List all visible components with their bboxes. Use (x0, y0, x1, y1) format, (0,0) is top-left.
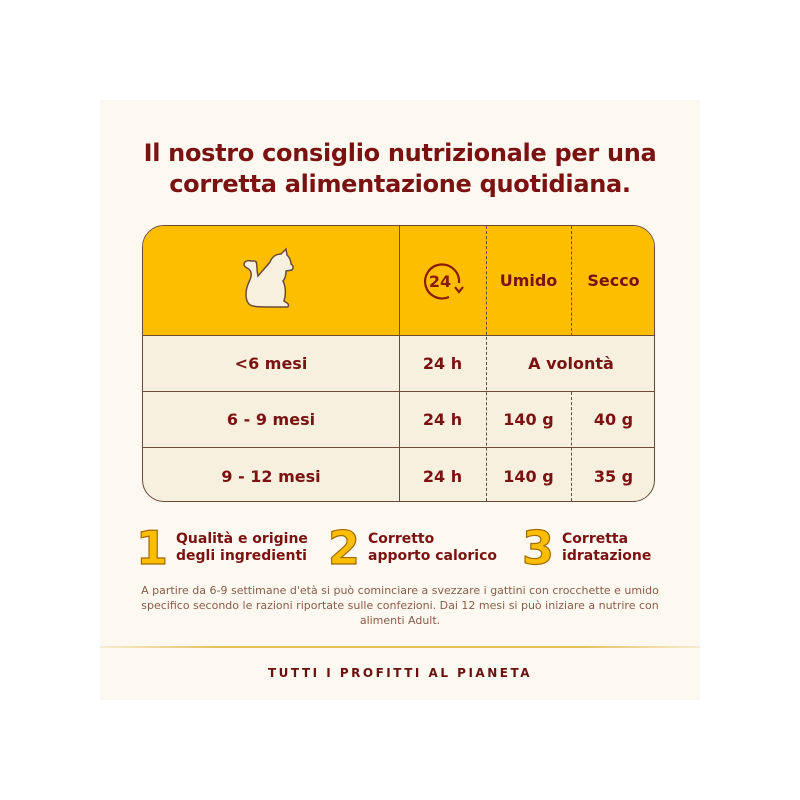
column-divider (571, 392, 572, 501)
svg-text:24: 24 (428, 272, 450, 291)
feature-text: Corretto (368, 531, 435, 547)
column-divider (486, 226, 487, 501)
feature-number: 1 (135, 521, 169, 575)
feature-1: 1 Qualità e origine degli ingredienti (135, 521, 308, 575)
col-dry: Secco (587, 271, 640, 290)
col-wet: Umido (499, 271, 558, 290)
column-divider (399, 226, 400, 501)
feature-text: Qualità e origine (176, 531, 308, 547)
wet-cell: 140 g (503, 410, 554, 429)
title-line-2: corretta alimentazione quotidiana. (169, 170, 631, 198)
nutrition-card: Il nostro consiglio nutrizionale per una… (100, 100, 700, 700)
page-title: Il nostro consiglio nutrizionale per una… (100, 138, 700, 200)
column-divider (571, 226, 572, 336)
table-header: 24 Umido Secco (143, 226, 654, 336)
feeding-table: 24 Umido Secco <6 mesi 24 h A volontà 6 … (142, 225, 655, 502)
feature-number: 3 (521, 521, 555, 575)
divider (100, 646, 700, 648)
period-cell: 24 h (422, 466, 463, 486)
feature-2: 2 Corretto apporto calorico (327, 521, 497, 575)
feature-text: Corretta (562, 531, 629, 547)
table-row: 9 - 12 mesi 24 h 140 g 35 g (143, 448, 654, 501)
table-row: <6 mesi 24 h A volontà (143, 336, 654, 392)
cat-silhouette-icon (143, 226, 399, 335)
feature-3: 3 Corretta idratazione (521, 521, 652, 575)
dry-cell: 35 g (593, 466, 634, 486)
age-cell: <6 mesi (234, 354, 308, 373)
feature-text: idratazione (562, 548, 652, 564)
footer-tagline: TUTTI I PROFITTI AL PIANETA (268, 666, 532, 680)
age-cell: 6 - 9 mesi (226, 410, 316, 429)
table-row: 6 - 9 mesi 24 h 140 g 40 g (143, 392, 654, 448)
period-cell: 24 h (422, 410, 463, 429)
dry-cell: 40 g (593, 410, 634, 429)
feature-text: degli ingredienti (176, 548, 307, 564)
period-cell: 24 h (422, 354, 463, 373)
age-cell: 9 - 12 mesi (221, 466, 321, 486)
feeding-note: A partire da 6-9 settimane d'età si può … (141, 584, 659, 627)
merged-cell: A volontà (528, 354, 614, 373)
feature-text: apporto calorico (368, 548, 497, 564)
24h-cycle-icon: 24 (399, 226, 486, 335)
wet-cell: 140 g (503, 466, 554, 486)
title-line-1: Il nostro consiglio nutrizionale per una (143, 139, 657, 167)
feature-number: 2 (327, 521, 361, 575)
